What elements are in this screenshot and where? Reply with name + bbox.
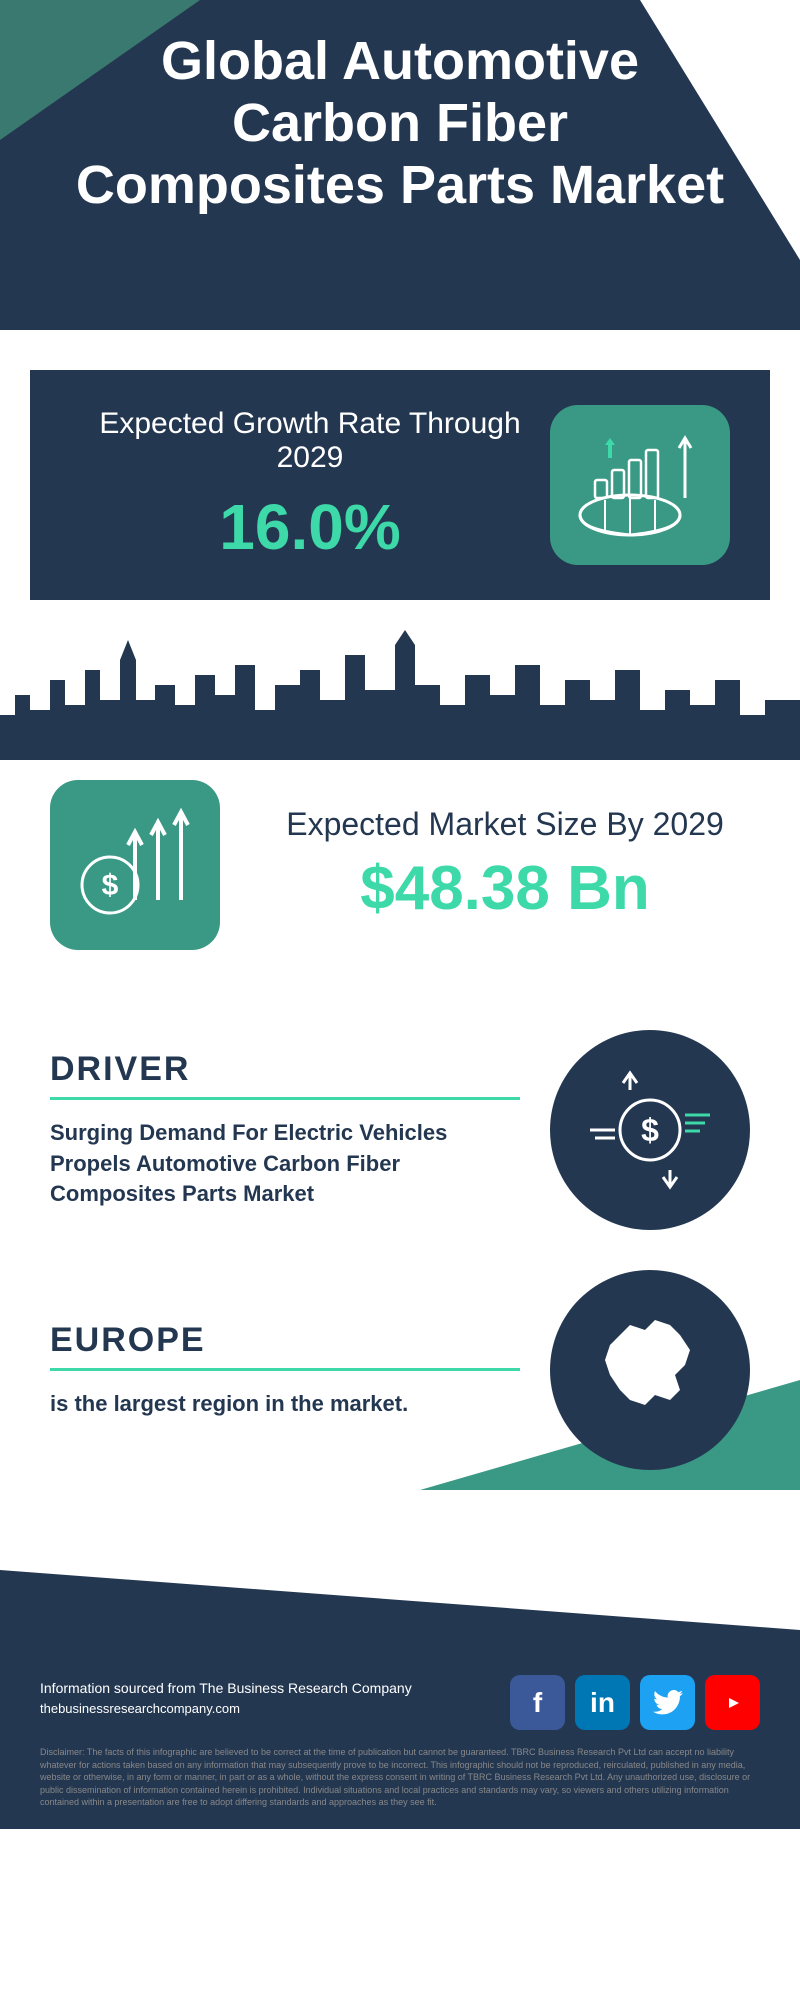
growth-rate-card: Expected Growth Rate Through 2029 16.0% [30,370,770,600]
growth-chart-icon [550,405,730,565]
linkedin-icon[interactable]: in [575,1675,630,1730]
exchange-icon: $ [550,1030,750,1230]
market-size-label: Expected Market Size By 2029 [260,806,750,843]
infographic-container: Global Automotive Carbon Fiber Composite… [0,0,800,1829]
driver-content: DRIVER Surging Demand For Electric Vehic… [50,1050,520,1210]
driver-text: Surging Demand For Electric Vehicles Pro… [50,1118,520,1210]
market-size-value: $48.38 Bn [260,853,750,924]
europe-map-icon [550,1270,750,1470]
svg-text:$: $ [102,869,119,902]
growth-rate-value: 16.0% [70,490,550,564]
region-text: is the largest region in the market. [50,1389,520,1420]
footer-section: Information sourced from The Business Re… [0,1630,800,1829]
disclaimer-text: Disclaimer: The facts of this infographi… [40,1746,760,1809]
market-size-block: Expected Market Size By 2029 $48.38 Bn [260,806,750,924]
skyline-divider [0,620,800,760]
triangle-footer-dark [0,1570,800,1630]
header-section: Global Automotive Carbon Fiber Composite… [0,0,800,370]
driver-heading: DRIVER [50,1050,520,1100]
driver-row: DRIVER Surging Demand For Electric Vehic… [0,1010,800,1250]
facebook-icon[interactable]: f [510,1675,565,1730]
twitter-icon[interactable] [640,1675,695,1730]
social-icons: f in [510,1675,760,1730]
youtube-icon[interactable] [705,1675,760,1730]
region-content: EUROPE is the largest region in the mark… [50,1321,520,1420]
page-title: Global Automotive Carbon Fiber Composite… [0,0,800,216]
growth-rate-label: Expected Growth Rate Through 2029 [70,407,550,475]
dollar-arrows-icon: $ [50,780,220,950]
svg-text:$: $ [641,1112,659,1148]
region-heading: EUROPE [50,1321,520,1371]
region-row: EUROPE is the largest region in the mark… [0,1250,800,1490]
market-size-card: $ Expected Market Size By 2029 $48.38 Bn [0,760,800,1010]
growth-rate-block: Expected Growth Rate Through 2029 16.0% [70,407,550,564]
